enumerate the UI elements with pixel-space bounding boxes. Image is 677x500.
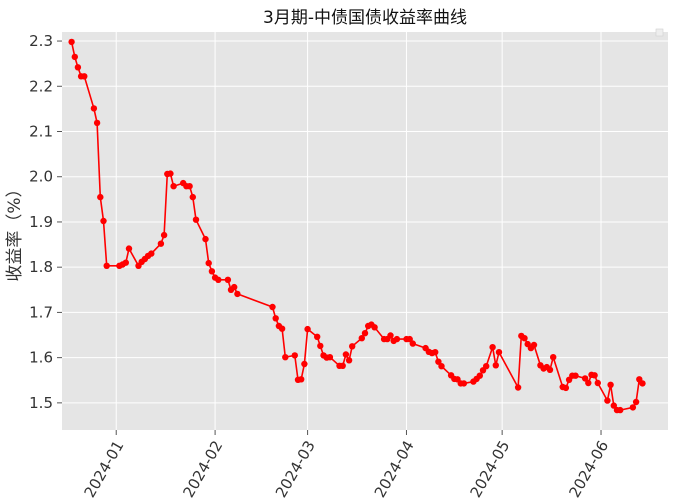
data-point (301, 360, 308, 368)
data-point (74, 64, 82, 71)
x-tick-label: 2024-01 (81, 438, 128, 500)
data-point (489, 344, 496, 351)
data-point (562, 384, 570, 392)
data-point (148, 250, 155, 257)
data-point (278, 325, 286, 332)
plot-area (62, 32, 668, 430)
data-point (205, 259, 212, 267)
y-axis-ticks: 1.5 1.6 1.7 1.8 1.9 2.0 2.1 2.2 2.3 (29, 32, 62, 412)
grid-lines (62, 32, 668, 430)
legend-box (655, 28, 664, 37)
data-point (387, 332, 394, 339)
x-tick-label: 2024-06 (565, 438, 612, 500)
data-point (215, 276, 222, 283)
data-point (68, 38, 75, 46)
data-point (157, 240, 165, 247)
y-tick-label: 1.5 (29, 394, 53, 412)
data-point (550, 354, 557, 361)
data-point (326, 354, 334, 361)
chart-title: 3月期-中债国债收益率曲线 (263, 8, 467, 28)
data-point (304, 325, 311, 333)
data-point (432, 349, 439, 356)
y-tick-label: 2.0 (29, 168, 53, 186)
data-point (581, 375, 589, 382)
data-point (81, 73, 88, 80)
data-point (103, 262, 110, 269)
data-point (495, 349, 503, 356)
data-point (122, 259, 129, 266)
y-axis-label: 收益率（%） (5, 180, 25, 281)
data-point (97, 193, 104, 201)
y-tick-label: 1.7 (29, 303, 53, 321)
y-tick-label: 2.2 (29, 77, 53, 95)
data-point (291, 352, 298, 359)
data-point (298, 376, 305, 383)
data-point (269, 303, 276, 311)
data-point (272, 315, 279, 322)
y-tick-label: 2.3 (29, 32, 53, 50)
data-point (629, 404, 637, 411)
x-tick-label: 2024-04 (371, 438, 418, 500)
data-point (639, 380, 646, 387)
data-point (339, 362, 346, 369)
data-point (160, 231, 168, 239)
data-point (349, 343, 356, 350)
data-point (282, 354, 289, 361)
data-point (170, 183, 177, 190)
data-point (514, 384, 522, 391)
data-point (231, 283, 238, 291)
data-point (361, 330, 369, 337)
data-point (409, 340, 416, 347)
data-point (192, 216, 200, 223)
data-point (342, 351, 350, 358)
y-tick-label: 1.9 (29, 213, 53, 231)
data-point (594, 379, 601, 387)
data-point (371, 324, 378, 331)
data-point (189, 193, 196, 201)
data-point (476, 372, 483, 379)
data-point (202, 235, 209, 243)
series-markers (68, 38, 646, 414)
data-point (632, 398, 640, 406)
x-tick-label: 2024-05 (466, 437, 513, 500)
data-point (585, 379, 592, 387)
data-point (406, 335, 413, 343)
data-point (393, 335, 401, 343)
y-tick-label: 1.6 (29, 349, 53, 367)
y-tick-label: 1.8 (29, 258, 53, 276)
data-point (71, 53, 79, 61)
data-point (572, 372, 579, 379)
data-point (460, 380, 468, 387)
data-point (345, 357, 353, 364)
data-point (358, 335, 365, 342)
data-point (100, 217, 107, 225)
data-point (317, 342, 324, 350)
data-point (604, 397, 611, 404)
data-point (125, 245, 133, 252)
data-point (607, 381, 614, 388)
data-point (234, 290, 241, 298)
data-point (546, 366, 554, 373)
data-point (90, 105, 98, 112)
data-point (167, 170, 174, 177)
data-point (492, 362, 499, 369)
x-tick-label: 2024-03 (272, 438, 319, 500)
data-point (530, 341, 538, 349)
x-axis-ticks: 2024-01 2024-02 2024-03 2024-04 2024-05 2024-… (81, 430, 612, 500)
data-point (438, 363, 445, 370)
data-point (208, 268, 216, 275)
data-point (483, 363, 490, 370)
data-point (521, 335, 528, 342)
data-point (435, 358, 442, 365)
x-tick-label: 2024-02 (179, 438, 226, 500)
data-point (93, 119, 101, 127)
data-point (610, 402, 617, 409)
data-point (186, 183, 193, 190)
data-point (591, 372, 598, 379)
data-point (617, 406, 624, 414)
data-point (224, 276, 232, 283)
data-point (314, 333, 321, 340)
y-tick-label: 2.1 (29, 123, 53, 141)
